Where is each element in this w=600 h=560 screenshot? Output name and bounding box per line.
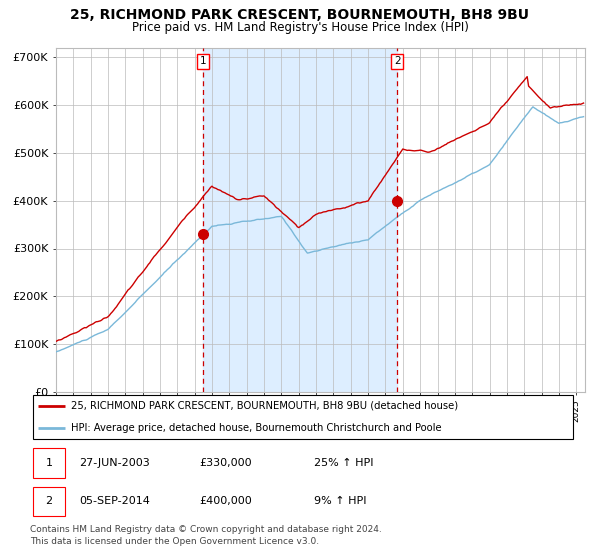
Text: 25, RICHMOND PARK CRESCENT, BOURNEMOUTH, BH8 9BU (detached house): 25, RICHMOND PARK CRESCENT, BOURNEMOUTH,…: [71, 400, 458, 410]
FancyBboxPatch shape: [33, 395, 573, 438]
Text: 2: 2: [46, 497, 53, 506]
Text: £330,000: £330,000: [199, 458, 252, 468]
Text: 2: 2: [394, 56, 401, 66]
Text: HPI: Average price, detached house, Bournemouth Christchurch and Poole: HPI: Average price, detached house, Bour…: [71, 423, 442, 433]
Text: £400,000: £400,000: [199, 497, 252, 506]
Bar: [203, 48, 397, 392]
FancyBboxPatch shape: [33, 487, 65, 516]
Text: 9% ↑ HPI: 9% ↑ HPI: [314, 497, 367, 506]
Text: 27-JUN-2003: 27-JUN-2003: [79, 458, 150, 468]
Text: 25% ↑ HPI: 25% ↑ HPI: [314, 458, 373, 468]
Text: 1: 1: [46, 458, 53, 468]
FancyBboxPatch shape: [33, 448, 65, 478]
Text: 1: 1: [200, 56, 206, 66]
Text: Price paid vs. HM Land Registry's House Price Index (HPI): Price paid vs. HM Land Registry's House …: [131, 21, 469, 34]
Text: 25, RICHMOND PARK CRESCENT, BOURNEMOUTH, BH8 9BU: 25, RICHMOND PARK CRESCENT, BOURNEMOUTH,…: [71, 8, 530, 22]
Text: 05-SEP-2014: 05-SEP-2014: [79, 497, 150, 506]
Text: Contains HM Land Registry data © Crown copyright and database right 2024.
This d: Contains HM Land Registry data © Crown c…: [30, 525, 382, 546]
